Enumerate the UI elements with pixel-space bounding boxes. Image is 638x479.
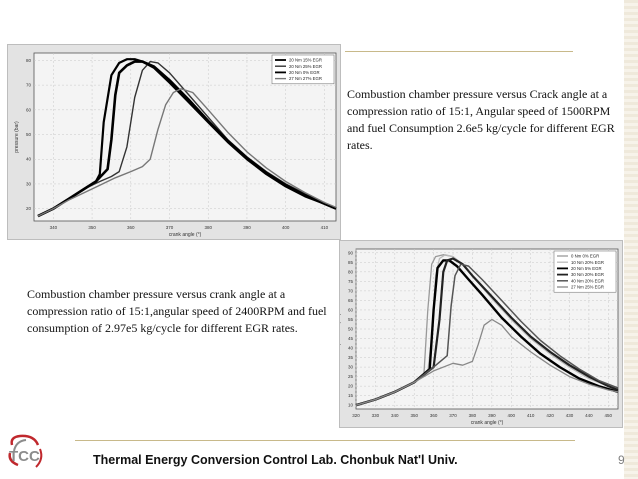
tecc-logo: TCC [8, 434, 43, 468]
x-tick-label: 430 [566, 413, 574, 418]
x-tick-label: 450 [605, 413, 613, 418]
x-tick-label: 440 [585, 413, 593, 418]
caption-chart-1500rpm: Combustion chamber pressure versus Crack… [347, 87, 615, 152]
logo-swirl-icon [8, 434, 43, 468]
title-divider-line [345, 51, 573, 52]
y-tick-label: 50 [348, 327, 354, 332]
series-line-6 [355, 318, 619, 406]
x-tick-label: 330 [372, 413, 380, 418]
y-tick-label: 15 [348, 393, 354, 398]
y-tick-label: 65 [348, 298, 354, 303]
x-tick-label: 420 [546, 413, 554, 418]
y-tick-label: 85 [348, 260, 354, 265]
y-tick-label: 70 [26, 83, 32, 88]
x-tick-label: 380 [469, 413, 477, 418]
legend-entry: 0 Nm 0% EGR [571, 254, 599, 259]
x-axis-label: crank angle (°) [169, 232, 202, 238]
x-axis-label: crank angle (°) [471, 420, 504, 426]
y-tick-label: 60 [26, 107, 32, 112]
legend-entry: 30 Nm 20% EGR [571, 272, 604, 277]
x-tick-label: 370 [449, 413, 457, 418]
y-tick-label: 20 [26, 206, 32, 211]
y-tick-label: 45 [348, 336, 354, 341]
legend-entry: 20 Nm 5% EGR [571, 266, 602, 271]
x-tick-label: 390 [243, 225, 251, 230]
x-tick-label: 410 [527, 413, 535, 418]
footer-lab-name: Thermal Energy Conversion Control Lab. C… [93, 453, 458, 467]
y-axis-label: pressure (bar) [340, 313, 342, 345]
y-tick-label: 30 [348, 365, 354, 370]
y-tick-label: 25 [348, 374, 354, 379]
y-tick-label: 20 [348, 384, 354, 389]
x-tick-label: 380 [204, 225, 212, 230]
x-tick-label: 390 [488, 413, 496, 418]
caption-chart-2400rpm: Combustion chamber pressure versus crank… [27, 287, 327, 335]
series-line-3 [37, 60, 337, 218]
y-tick-label: 80 [26, 58, 32, 63]
x-tick-label: 360 [430, 413, 438, 418]
chart-2-svg: 320 330 340 350 360 370 380 390 400 410 420 430 440 4… [340, 248, 619, 426]
series-line-4 [37, 88, 337, 217]
chart-pressure-1500rpm: 340 350 360 370 380 390 400 410 20 30 40 50 60 70 80 cr… [7, 44, 341, 240]
x-tick-label: 400 [508, 413, 516, 418]
legend-box [553, 250, 617, 293]
x-tick-label: 340 [50, 225, 58, 230]
x-tick-label: 360 [127, 225, 135, 230]
chart-pressure-2400rpm: 320 330 340 350 360 370 380 390 400 410 420 430 440 4… [339, 240, 623, 428]
x-tick-label: 370 [166, 225, 174, 230]
y-tick-label: 70 [348, 288, 354, 293]
legend-entry: 10 Nm 20% EGR [571, 260, 604, 265]
legend-entry: 40 Nm 20% EGR [571, 278, 604, 283]
y-tick-label: 50 [26, 132, 32, 137]
footer-divider-line [75, 440, 575, 441]
y-tick-label: 40 [26, 157, 32, 162]
y-tick-label: 55 [348, 317, 354, 322]
x-tick-label: 350 [410, 413, 418, 418]
y-tick-label: 40 [348, 346, 354, 351]
legend-entry: 27 Nm 27% EGR [289, 76, 322, 81]
legend-entry: 20 Nm 0% EGR [289, 70, 320, 75]
page-number: 9 [618, 453, 625, 467]
x-tick-label: 350 [88, 225, 96, 230]
y-tick-label: 30 [26, 181, 32, 186]
x-tick-label: 400 [282, 225, 290, 230]
x-tick-label: 320 [352, 413, 360, 418]
y-axis-label: pressure (bar) [14, 121, 20, 153]
y-tick-label: 60 [348, 307, 354, 312]
x-tick-label: 410 [321, 225, 329, 230]
legend-entry: 27 Nm 25% EGR [571, 285, 604, 290]
x-tick-label: 340 [391, 413, 399, 418]
y-tick-label: 90 [348, 250, 354, 255]
y-tick-label: 75 [348, 279, 354, 284]
y-tick-label: 35 [348, 355, 354, 360]
logo-text: TCC [9, 448, 40, 465]
y-tick-label: 80 [348, 269, 354, 274]
chart-1-svg: 340 350 360 370 380 390 400 410 20 30 40 50 60 70 80 cr… [14, 52, 337, 238]
slide-edge-decoration [624, 0, 638, 479]
legend-entry: 20 Nm 15% EGR [289, 58, 322, 63]
legend-entry: 20 Nm 25% EGR [289, 64, 322, 69]
y-tick-label: 10 [348, 403, 354, 408]
